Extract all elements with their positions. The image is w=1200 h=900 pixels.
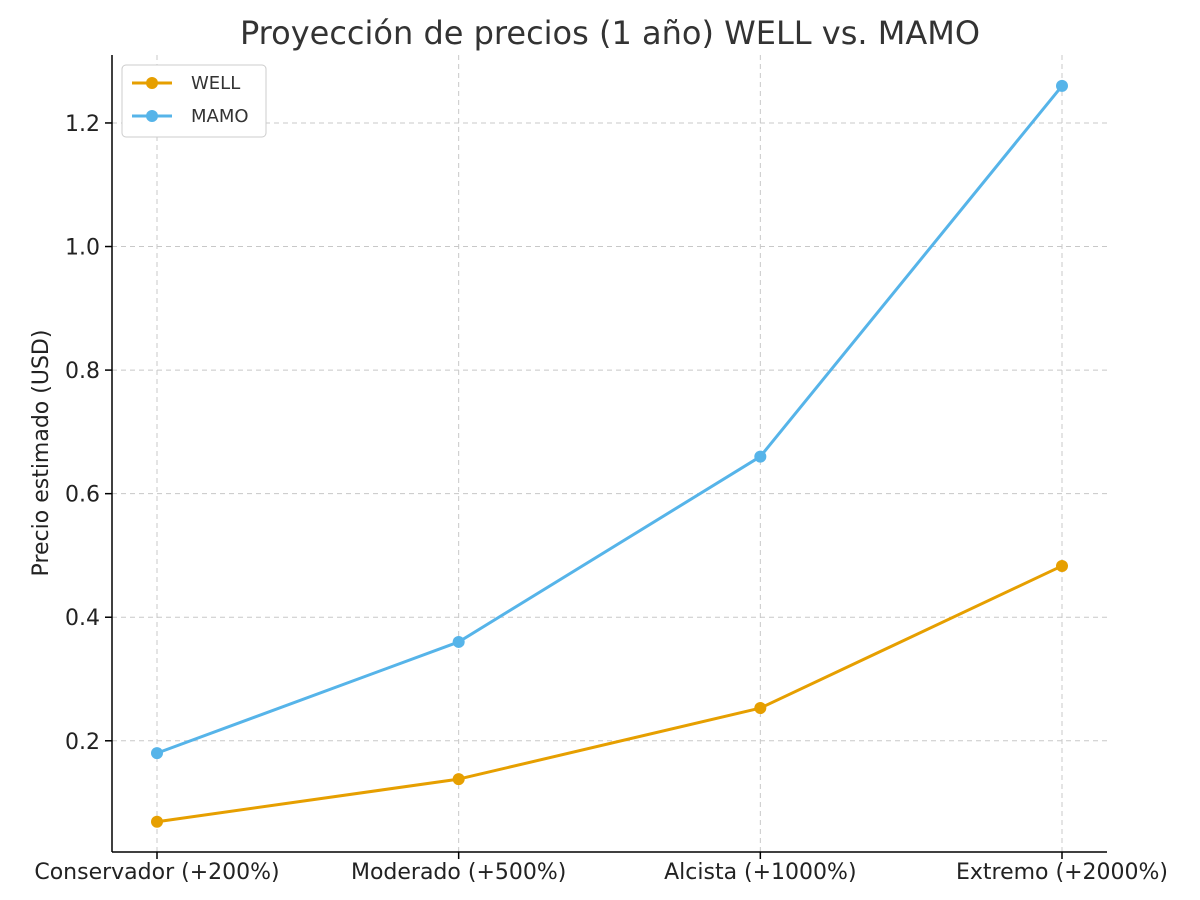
- series: [151, 79, 1068, 828]
- y-tick-label: 0.4: [65, 606, 100, 631]
- legend-swatch-marker: [146, 77, 158, 89]
- y-tick-label: 1.0: [65, 236, 100, 261]
- data-point: [452, 773, 465, 786]
- x-tick-label: Conservador (+200%): [34, 860, 279, 885]
- x-tick-label: Moderado (+500%): [351, 860, 566, 885]
- y-tick-label: 1.2: [65, 112, 100, 137]
- legend-item-well: WELL: [132, 73, 240, 94]
- legend-label: WELL: [191, 73, 240, 94]
- series-line: [156, 564, 1063, 824]
- y-tick-label: 0.8: [65, 359, 100, 384]
- legend-label: MAMO: [191, 106, 249, 127]
- y-tick-label: 0.6: [65, 483, 100, 508]
- x-tick-label: Alcista (+1000%): [664, 860, 856, 885]
- series-well: [151, 559, 1068, 828]
- legend-swatch-marker: [146, 110, 158, 122]
- data-point: [1056, 559, 1068, 572]
- chart-title: Proyección de precios (1 año) WELL vs. M…: [240, 14, 980, 52]
- y-tick-label: 0.2: [65, 730, 100, 755]
- series-mamo: [151, 79, 1068, 760]
- data-point: [151, 815, 163, 828]
- axes: [111, 55, 1107, 853]
- legend-item-mamo: MAMO: [132, 106, 249, 127]
- data-point: [452, 635, 465, 648]
- data-point: [754, 450, 767, 463]
- series-line: [156, 84, 1064, 755]
- y-axis-label: Precio estimado (USD): [29, 330, 54, 577]
- x-tick-label: Extremo (+2000%): [956, 860, 1168, 885]
- data-point: [754, 702, 767, 715]
- legend: WELL MAMO: [121, 64, 267, 138]
- data-point: [1056, 79, 1068, 92]
- data-point: [151, 747, 163, 760]
- grid-lines: [112, 55, 1107, 852]
- y-ticks: 0.2 0.4 0.6 0.8 1.0 1.2: [65, 112, 112, 755]
- x-ticks: Conservador (+200%) Moderado (+500%) Alcis…: [34, 852, 1168, 885]
